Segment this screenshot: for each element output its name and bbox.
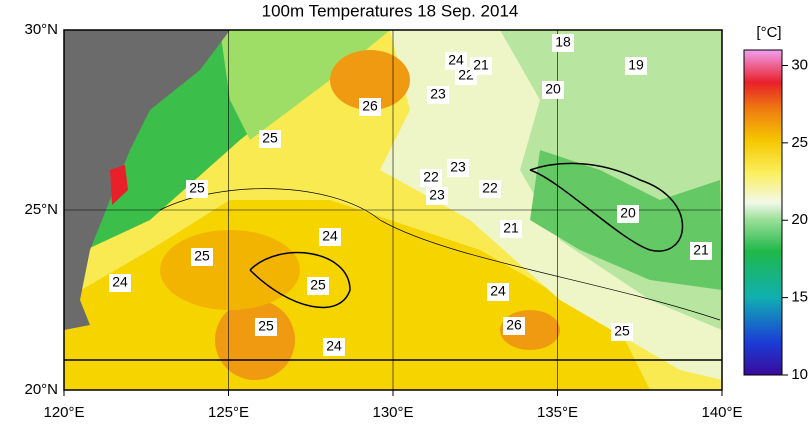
contour-label-box xyxy=(500,220,522,238)
contour-label: 25 xyxy=(189,180,205,196)
contour-label: 24 xyxy=(490,283,506,299)
contour-label-box xyxy=(617,205,639,223)
contour-line xyxy=(529,162,684,252)
colorbar-tick-label: 10 xyxy=(791,366,808,383)
contour-label: 24 xyxy=(112,274,128,290)
contour-label-box xyxy=(186,180,208,198)
contour-label-box xyxy=(359,98,381,116)
contour-label: 21 xyxy=(503,220,519,236)
colorbar xyxy=(743,49,783,376)
lon-label: 125°E xyxy=(208,404,249,421)
contour-label: 25 xyxy=(262,130,278,146)
contour-label: 19 xyxy=(628,57,644,73)
contour-label: 24 xyxy=(448,52,464,68)
contour-label: 18 xyxy=(555,34,571,50)
lon-label: 135°E xyxy=(537,404,578,421)
contour-label-box xyxy=(445,52,467,70)
contour-label-box xyxy=(426,187,448,205)
colorbar-tick-label: 25 xyxy=(791,134,808,151)
contour-label-box xyxy=(307,277,329,295)
warm-area xyxy=(160,230,300,310)
contour-label: 25 xyxy=(258,318,274,334)
lon-label: 120°E xyxy=(43,404,84,421)
contour-label: 22 xyxy=(423,169,439,185)
contour-label-box xyxy=(611,323,633,341)
contour-label: 26 xyxy=(506,317,522,333)
contour-label-box xyxy=(109,274,131,292)
contour-label-box xyxy=(447,159,469,177)
contour-line xyxy=(159,188,721,321)
contour-label-box xyxy=(479,180,501,198)
contour-label: 22 xyxy=(482,180,498,196)
hot-spot xyxy=(110,165,128,205)
contour-label-box xyxy=(420,169,442,187)
contour-label-box xyxy=(259,130,281,148)
contour-label-box xyxy=(487,283,509,301)
lat-label: 20°N xyxy=(24,381,58,398)
lat-label: 25°N xyxy=(24,201,58,218)
contour-label-box xyxy=(255,318,277,336)
colorbar-unit: [°C] xyxy=(756,24,781,41)
contour-label-box xyxy=(552,34,574,52)
contour-label-box xyxy=(470,57,492,75)
contour-label-box xyxy=(323,338,345,356)
contour-label: 24 xyxy=(326,338,342,354)
contour-label: 25 xyxy=(310,277,326,293)
contour-label: 25 xyxy=(194,248,210,264)
contour-label-box xyxy=(542,81,564,99)
contour-label: 25 xyxy=(614,323,630,339)
contour-label: 21 xyxy=(693,242,709,258)
contour-label-box xyxy=(191,248,213,266)
warm-north xyxy=(330,50,410,110)
contour-label: 20 xyxy=(545,81,561,97)
contour-label: 24 xyxy=(322,228,338,244)
contour-label-box xyxy=(319,228,341,246)
contour-label-box xyxy=(427,86,449,104)
contour-label: 26 xyxy=(362,98,378,114)
contour-label: 21 xyxy=(473,57,489,73)
contour-label: 23 xyxy=(429,187,445,203)
contour-label-box xyxy=(503,317,525,335)
contour-line xyxy=(249,251,351,309)
colorbar-tick-label: 15 xyxy=(791,289,808,306)
warm-core xyxy=(215,300,295,380)
contour-label-box xyxy=(625,57,647,75)
map-title: 100m Temperatures 18 Sep. 2014 xyxy=(262,1,519,20)
contour-label: 23 xyxy=(450,159,466,175)
lon-label: 140°E xyxy=(701,404,742,421)
contour-label-box xyxy=(690,242,712,260)
colorbar-tick-label: 30 xyxy=(791,56,808,73)
contour-label: 20 xyxy=(620,205,636,221)
lon-label: 130°E xyxy=(372,404,413,421)
lat-label: 30°N xyxy=(24,21,58,38)
contour-label: 23 xyxy=(430,86,446,102)
colorbar-tick-label: 20 xyxy=(791,211,808,228)
land xyxy=(64,30,230,330)
